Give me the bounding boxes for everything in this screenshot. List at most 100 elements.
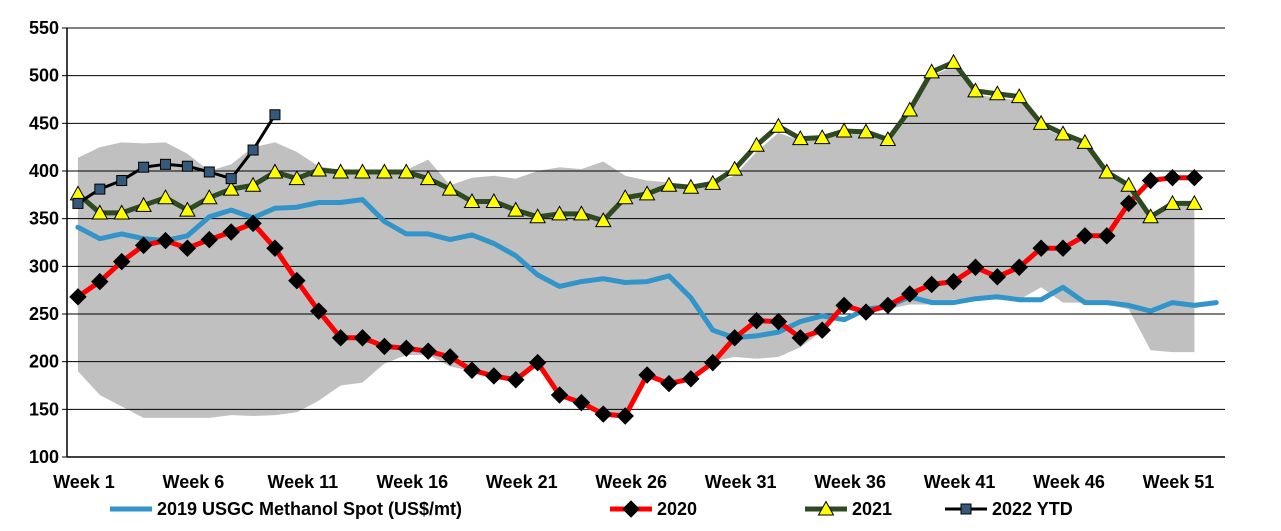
data-point-2020 (1032, 239, 1050, 257)
data-point-2020 (1010, 258, 1028, 276)
data-point-2021 (179, 201, 196, 217)
data-point-2021 (682, 178, 700, 194)
data-point-2021 (923, 63, 941, 79)
data-point-2021 (1098, 163, 1116, 179)
data-point-2021 (616, 189, 634, 205)
data-point-2022-ytd (94, 183, 106, 195)
data-point-2020 (113, 252, 131, 271)
data-point-2020 (879, 296, 897, 315)
data-point-2020 (682, 370, 700, 388)
series-2021 (69, 53, 1203, 228)
data-point-2020 (704, 353, 722, 372)
legend-item-2020: 2020 (610, 499, 697, 519)
data-point-2020 (463, 361, 481, 379)
data-point-2020 (1098, 227, 1116, 245)
data-point-2021 (310, 161, 328, 177)
x-tick-label: Week 41 (924, 472, 996, 492)
data-point-2020 (222, 223, 240, 241)
data-point-2020 (134, 236, 153, 255)
legend-item-2022-ytd: 2022 YTD (945, 499, 1073, 519)
y-tick-label: 100 (29, 447, 59, 467)
data-point-2021 (332, 163, 349, 179)
x-tick-label: Week 1 (53, 472, 115, 492)
data-point-2021 (967, 82, 984, 98)
data-point-2021 (529, 208, 546, 224)
data-point-2021 (573, 205, 590, 221)
data-point-2020 (485, 367, 503, 385)
legend-label: 2022 YTD (992, 499, 1073, 519)
data-point-2021 (1186, 194, 1203, 210)
x-tick-label: Week 21 (486, 472, 558, 492)
data-point-2021 (835, 122, 853, 138)
data-point-2020 (288, 271, 306, 290)
tick-labels: 100 150 200 250 300 350 400 450 500 550 Week 1 Week… (29, 18, 1214, 492)
x-tick-label: Week 11 (267, 472, 338, 492)
data-point-2021 (485, 192, 503, 209)
data-point-2021 (704, 174, 722, 190)
data-point-2021 (244, 176, 262, 192)
data-point-2021 (354, 163, 371, 179)
data-point-2021 (1054, 125, 1072, 141)
y-tick-label: 550 (29, 18, 59, 38)
data-point-2021 (135, 196, 152, 212)
data-point-2021 (441, 180, 459, 196)
data-point-2020 (1163, 168, 1182, 187)
data-point-2020 (507, 371, 525, 389)
data-point-2020 (1076, 227, 1094, 245)
axes (62, 27, 1225, 458)
data-point-2021 (879, 131, 897, 147)
data-point-2020 (397, 339, 416, 358)
data-point-2020 (922, 275, 941, 294)
legend-marker (622, 500, 640, 518)
data-point-2022-ytd (247, 144, 259, 156)
data-point-2020 (156, 231, 175, 250)
data-point-2020 (725, 329, 744, 347)
data-point-2020 (200, 230, 218, 249)
data-point-2020 (747, 311, 766, 330)
series-layer (69, 53, 1219, 425)
data-point-2022-ytd (116, 175, 128, 187)
series-line-2021 (75, 59, 1197, 224)
data-point-2021 (594, 212, 612, 228)
data-point-2020 (353, 329, 372, 347)
data-point-2021 (901, 101, 919, 117)
data-point-2022-ytd (160, 158, 172, 170)
series-line-2019-usgc-methanol-spot-us-mt (75, 197, 1219, 341)
data-point-2020 (178, 239, 197, 257)
data-point-2022-ytd (225, 173, 237, 185)
data-point-2021 (857, 123, 875, 139)
range-band (77, 66, 1195, 418)
legend-label: 2020 (657, 499, 697, 519)
data-point-2022-ytd (203, 166, 215, 178)
data-point-2021 (222, 180, 240, 196)
data-point-2020 (266, 239, 284, 257)
legend-item-2019-usgc-methanol-spot-us-mt: 2019 USGC Methanol Spot (US$/mt) (110, 499, 462, 519)
data-point-2020 (791, 329, 810, 347)
data-point-2021 (288, 170, 306, 186)
data-point-2021 (660, 176, 678, 192)
data-point-2021 (1010, 88, 1028, 104)
series-2019-usgc-methanol-spot-us-mt (75, 197, 1219, 341)
y-tick-label: 150 (29, 399, 59, 419)
x-tick-label: Week 31 (705, 472, 777, 492)
data-point-2022-ytd (269, 109, 281, 121)
y-tick-label: 500 (29, 66, 59, 86)
data-point-2021 (551, 205, 568, 221)
data-point-2022-ytd (72, 197, 84, 209)
y-tick-label: 300 (29, 256, 59, 276)
data-point-2021 (988, 85, 1006, 101)
x-tick-label: Week 16 (376, 472, 448, 492)
data-point-2022-ytd (138, 161, 150, 173)
y-tick-label: 200 (29, 352, 59, 372)
data-point-2021 (157, 189, 174, 205)
data-point-2021 (1164, 194, 1181, 210)
legend-label: 2019 USGC Methanol Spot (US$/mt) (157, 499, 462, 519)
data-point-2020 (660, 374, 678, 393)
data-point-2021 (200, 189, 218, 205)
x-tick-label: Week 51 (1143, 472, 1215, 492)
data-point-2020 (91, 272, 109, 291)
series-2020 (69, 168, 1204, 425)
x-tick-label: Week 26 (595, 472, 667, 492)
